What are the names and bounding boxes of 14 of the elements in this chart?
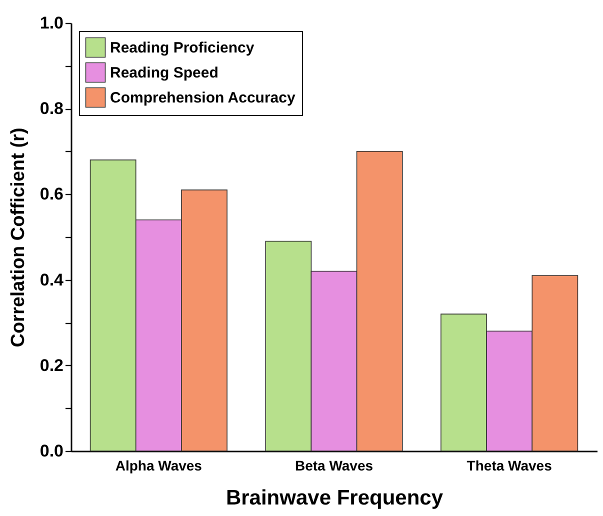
legend-label: Reading Speed: [110, 64, 218, 82]
y-tick-label: 1.0: [40, 14, 64, 32]
x-tick-label: Alpha Waves: [115, 458, 202, 474]
x-axis-title: Brainwave Frequency: [226, 486, 444, 510]
y-axis-title: Correlation Cofficient (r): [8, 128, 29, 348]
x-tick-label: Theta Waves: [466, 458, 552, 474]
legend-label: Comprehension Accuracy: [110, 90, 296, 106]
y-tick-label: 0.0: [40, 442, 64, 460]
legend-label: Reading Proficiency: [110, 40, 255, 56]
x-tick-label: Beta Waves: [294, 458, 374, 474]
y-tick-label: 0.6: [40, 184, 64, 204]
y-tick-label: 0.2: [40, 356, 64, 375]
y-tick-label: 0.8: [40, 99, 64, 118]
y-tick-label: 0.4: [40, 270, 64, 290]
